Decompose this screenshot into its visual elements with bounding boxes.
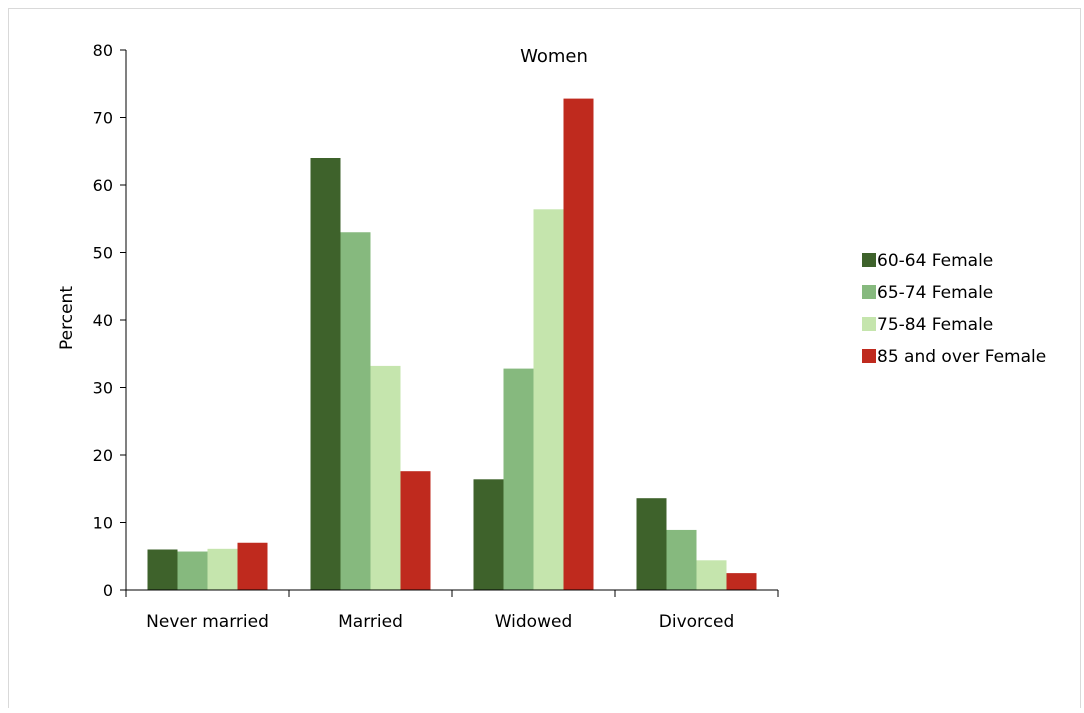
legend-swatch (862, 285, 876, 299)
legend-label: 60-64 Female (877, 251, 993, 271)
bar (503, 368, 534, 590)
bar (147, 549, 178, 590)
y-tick-label: 30 (93, 379, 113, 398)
y-tick-label: 20 (93, 446, 113, 465)
bar (370, 365, 401, 590)
x-category-label: Widowed (495, 612, 573, 632)
y-tick-label: 70 (93, 109, 113, 128)
bar (207, 548, 238, 590)
bar (563, 98, 594, 590)
bar (237, 542, 268, 590)
legend-label: 85 and over Female (877, 347, 1046, 367)
bar (696, 560, 727, 590)
bar (177, 551, 208, 590)
y-tick-label: 0 (103, 581, 113, 600)
legend-label: 75-84 Female (877, 315, 993, 335)
legend-swatch (862, 253, 876, 267)
y-axis-title: Percent (57, 286, 77, 350)
bar (636, 498, 667, 590)
x-category-label: Divorced (659, 612, 735, 632)
y-tick-label: 10 (93, 514, 113, 533)
y-tick-label: 50 (93, 244, 113, 263)
legend: 60-64 Female 65-74 Female 75-84 Female 85 a… (862, 251, 1046, 367)
x-axis-ticks: Never married Married Widowed Divorced (125, 590, 779, 632)
bar (726, 573, 757, 590)
chart-title: Women (520, 46, 588, 67)
bar (473, 479, 504, 590)
legend-swatch (862, 317, 876, 331)
legend-swatch (862, 349, 876, 363)
bars (147, 98, 757, 591)
x-category-label: Married (338, 612, 403, 632)
bar (340, 232, 371, 590)
bar (400, 471, 431, 590)
y-axis-ticks: 0 10 20 30 40 50 60 70 80 (93, 41, 126, 600)
legend-label: 65-74 Female (877, 283, 993, 303)
x-category-label: Never married (146, 612, 269, 632)
bar (533, 209, 564, 591)
y-tick-label: 40 (93, 311, 113, 330)
y-tick-label: 80 (93, 41, 113, 60)
bar (310, 158, 341, 590)
y-tick-label: 60 (93, 176, 113, 195)
bar (666, 529, 697, 590)
